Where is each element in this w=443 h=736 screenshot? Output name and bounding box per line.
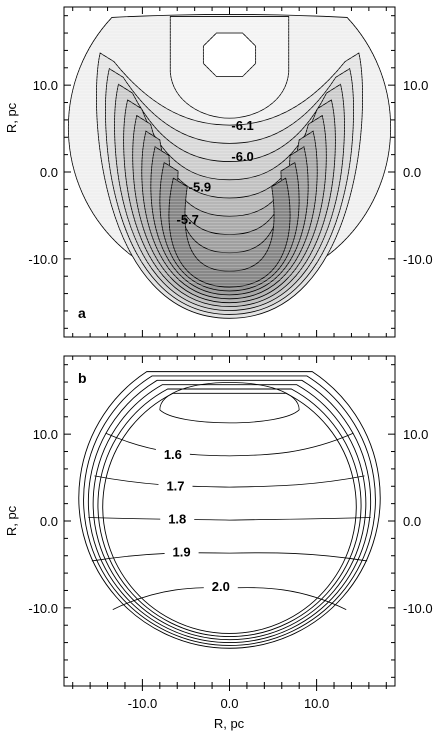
panel-a-contours [68,14,391,319]
contour-label: 1.7 [166,478,184,493]
y-tick-label-left: -10.0 [28,252,58,267]
contour-label: -5.7 [176,212,198,227]
x-tick-label: 10.0 [304,696,329,711]
panel-b: 10.0 10.0 0.0 0.0 -10.0 -10.0 -10.0 0.0 10.0 1.6… [4,355,433,731]
y-tick-label-left: 0.0 [40,514,58,529]
y-tick-label-left: 10.0 [33,427,58,442]
contour-label: 1.8 [168,511,186,526]
y-tick-label-left: -10.0 [28,601,58,616]
y-tick-label-right: -10.0 [403,252,433,267]
y-tick-label-right: 10.0 [403,78,428,93]
contour-label-bg [203,577,238,593]
y-tick-label-left: 0.0 [40,165,58,180]
contour-label-bg [160,509,195,526]
contour-line [91,552,368,562]
panel-b-label: b [78,370,87,386]
panel-a-contour-labels: -6.1 -6.0 -5.9 -5.7 [176,118,253,227]
contour-label: 1.6 [164,447,182,462]
panel-a-label: a [78,305,86,321]
panel-b-contours [78,371,381,649]
panel-b-xlabel: R, pc [214,716,245,731]
panel-b-ticks: 10.0 10.0 0.0 0.0 -10.0 -10.0 -10.0 0.0 10.0 [28,356,433,711]
x-tick-label: -10.0 [128,696,158,711]
panel-a-ticks: 10.0 10.0 0.0 0.0 -10.0 -10.0 [28,7,433,337]
y-tick-label-left: 10.0 [33,78,58,93]
contour-label: -5.9 [189,180,211,195]
contour-line [88,517,371,521]
contour-label: 1.9 [173,544,191,559]
panel-a: 10.0 10.0 0.0 0.0 -10.0 -10.0 -6.1 -6.0 -5.9 -5.… [4,6,433,338]
contour-label-bg [158,476,193,493]
contour-line [94,475,365,488]
y-tick-label-right: 0.0 [403,514,421,529]
contour-label-bg [155,445,190,461]
boundary-contour [92,384,367,641]
boundary-contour [78,371,381,649]
contour-label-bg [164,542,199,559]
contour-label: 2.0 [212,579,230,594]
y-tick-label-right: -10.0 [403,601,433,616]
y-tick-label-right: 0.0 [403,165,421,180]
panel-b-contour-labels: 1.6 1.7 1.8 1.9 2.0 [155,445,238,594]
boundary-contour [102,392,357,634]
panel-a-ylabel: R, pc [4,102,19,133]
contour-label: -6.1 [231,118,253,133]
hatch-overlay [68,14,391,289]
panel-b-ylabel: R, pc [4,505,19,536]
contour-label: -6.0 [231,149,253,164]
boundary-contour [87,379,372,643]
boundary-contour [83,375,376,646]
x-tick-label: 0.0 [220,696,238,711]
y-tick-label-right: 10.0 [403,427,428,442]
boundary-contour [97,388,362,637]
contour-line [105,432,354,457]
contour-line [159,382,300,424]
